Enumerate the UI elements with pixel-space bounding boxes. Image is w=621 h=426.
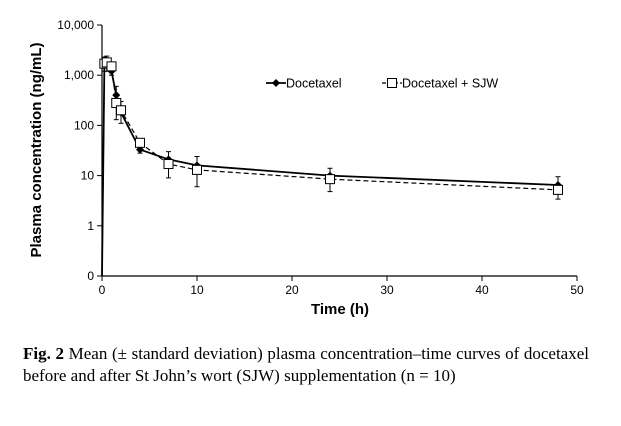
data-point: [192, 164, 202, 175]
data-point: [325, 174, 335, 185]
axes: 0 1 10 100 1,000 10,000 0 10 20 30 40 50: [57, 18, 584, 297]
x-axis-title: Time (h): [311, 301, 369, 318]
x-tick-label: 10: [190, 283, 204, 297]
legend: Docetaxel Docetaxel + SJW: [266, 77, 498, 91]
series-layer: [99, 55, 563, 277]
y-tick-label: 100: [74, 118, 94, 132]
y-tick-label: 1: [87, 219, 94, 233]
data-point: [163, 159, 174, 170]
x-tick-label: 20: [285, 283, 299, 297]
y-axis-title: Plasma concentration (ng/mL): [28, 42, 45, 257]
x-tick-label: 0: [99, 283, 106, 297]
y-tick-label: 10,000: [57, 18, 94, 32]
x-tick-label: 30: [380, 283, 394, 297]
caption-label: Fig. 2: [23, 344, 64, 363]
data-point: [553, 184, 563, 195]
data-point: [116, 105, 126, 116]
legend-label: Docetaxel + SJW: [402, 77, 498, 91]
y-tick-label: 1,000: [64, 68, 94, 82]
legend-marker: [272, 79, 280, 87]
y-tick-label: 10: [81, 169, 95, 183]
legend-label: Docetaxel: [286, 77, 342, 91]
x-tick-label: 50: [570, 283, 584, 297]
y-tick-label: 0: [87, 269, 94, 283]
series-2: [99, 57, 563, 277]
data-point: [135, 137, 145, 148]
data-point: [112, 91, 121, 100]
legend-marker: [387, 78, 397, 88]
data-point: [106, 61, 117, 72]
x-tick-label: 40: [475, 283, 489, 297]
caption-text: Mean (± standard deviation) plasma conce…: [23, 344, 589, 385]
figure-caption: Fig. 2 Mean (± standard deviation) plasm…: [23, 343, 589, 387]
